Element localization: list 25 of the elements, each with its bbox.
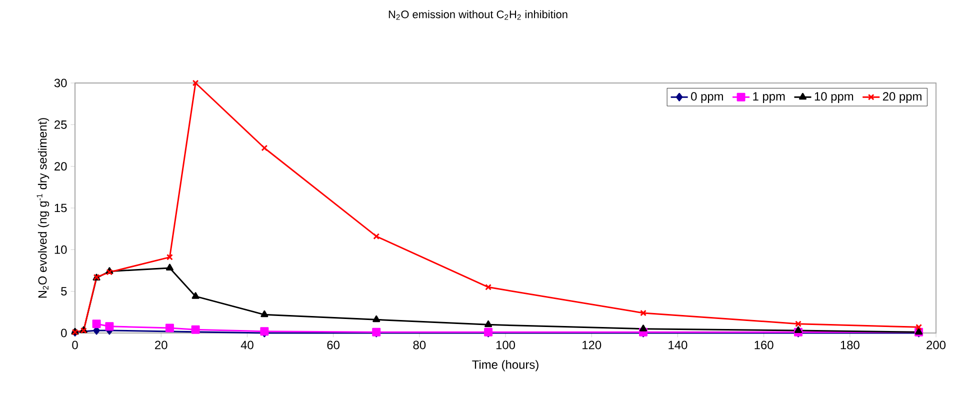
x-tick-label: 40 <box>240 340 254 350</box>
legend-label: 20 ppm <box>882 92 922 104</box>
y-axis-title: N$_{2}$O evolved (ng g$^{-1}$ dry sediment) <box>36 118 50 298</box>
x-tick-label: 180 <box>840 340 860 350</box>
y-tick-label: 10 <box>54 245 67 254</box>
y-tick-label: 30 <box>54 78 67 88</box>
legend-label: 10 ppm <box>814 92 854 104</box>
legend-label: 0 ppm <box>691 92 723 104</box>
x-tick-label: 100 <box>496 340 516 350</box>
y-tick-label: 20 <box>54 162 67 171</box>
x-tick-label: 80 <box>413 340 426 350</box>
x-tick-label: 200 <box>926 340 946 350</box>
x-tick-label: 0 <box>72 340 78 350</box>
y-tick-label: 0 <box>61 328 67 338</box>
x-tick-label: 20 <box>155 340 168 350</box>
y-tick-label: 5 <box>61 287 67 296</box>
y-tick-label: 25 <box>54 120 67 129</box>
x-tick-label: 60 <box>327 340 340 350</box>
x-tick-label: 120 <box>582 340 602 350</box>
y-tick-label: 15 <box>54 204 67 212</box>
chart-title: N$_{2}$O emission without C$_{2}$H$_{2}$ inhibition <box>388 10 568 20</box>
x-axis-title: Time (hours) <box>472 360 538 372</box>
x-tick-label: 160 <box>754 340 774 350</box>
x-tick-label: 140 <box>668 340 688 350</box>
legend-label: 1 ppm <box>753 92 785 103</box>
